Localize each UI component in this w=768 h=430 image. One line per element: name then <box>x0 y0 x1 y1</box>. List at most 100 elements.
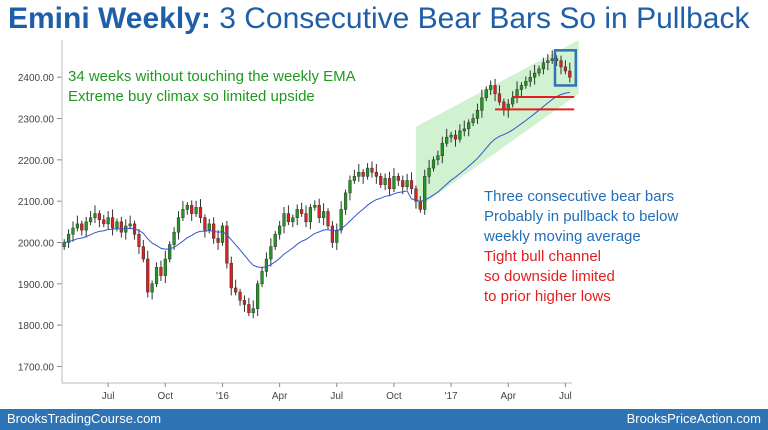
candle-body <box>379 176 383 185</box>
candle-body <box>528 76 532 82</box>
x-tick-label: Oct <box>386 391 402 402</box>
support-levels <box>495 96 575 111</box>
candle-body <box>93 213 97 218</box>
candle-body <box>427 167 431 177</box>
candle-body <box>110 217 115 229</box>
candle-body <box>273 233 277 247</box>
candle-body <box>537 68 541 74</box>
candle-body <box>462 128 466 132</box>
candle-body <box>317 205 321 218</box>
annotation-line: Tight bull channel <box>484 248 602 265</box>
highlight-box <box>553 49 578 87</box>
bull-channel <box>415 40 579 210</box>
annotation-line: Probably in pullback to below <box>484 208 679 225</box>
ema-line <box>64 91 570 269</box>
x-tick-label: Jul <box>559 391 572 402</box>
candle-body <box>352 176 356 181</box>
candle-body <box>321 211 326 218</box>
candle-body <box>150 283 154 293</box>
candle-body <box>106 217 110 225</box>
candle-body <box>568 70 572 78</box>
candle-body <box>335 229 339 243</box>
candle-body <box>295 209 299 218</box>
candle-body <box>414 188 418 202</box>
candle-body <box>405 180 409 187</box>
candle-body <box>387 178 392 190</box>
candle-body <box>480 97 484 111</box>
candle-body <box>339 209 343 231</box>
candle-body <box>75 223 80 229</box>
candle-body <box>313 205 317 208</box>
y-tick-label: 2100.00 <box>18 197 55 208</box>
candle-body <box>207 223 211 231</box>
annotation-line: 34 weeks without touching the weekly EMA <box>68 68 356 85</box>
candle-body <box>458 130 462 140</box>
annotation-blue: Three consecutive bear bars Probably in … <box>484 187 678 247</box>
candle-body <box>146 258 150 293</box>
candle-body <box>563 66 568 72</box>
candle-body <box>159 267 163 276</box>
candle-body <box>119 221 123 233</box>
title-prefix: Emini Weekly: <box>8 2 211 35</box>
candle-body <box>519 85 524 90</box>
candle-body <box>66 233 71 243</box>
x-tick-label: Jul <box>102 391 115 402</box>
candle-body <box>97 213 101 221</box>
candle-body <box>357 171 361 177</box>
candle-body <box>168 244 172 260</box>
candle-body <box>409 180 414 190</box>
candle-body <box>396 176 400 181</box>
candle-body <box>220 225 225 243</box>
candle-body <box>475 110 480 119</box>
candle-body <box>203 217 207 231</box>
candle-body <box>291 217 295 223</box>
candle-body <box>431 159 436 169</box>
candle-body <box>264 258 269 272</box>
candle-body <box>489 85 493 90</box>
candle-body <box>374 171 378 177</box>
y-tick-label: 2300.00 <box>18 115 55 126</box>
candle-body <box>497 93 502 103</box>
candle-body <box>154 267 159 285</box>
candle-body <box>115 221 119 229</box>
annotation-line: Three consecutive bear bars <box>484 188 675 205</box>
candle-body <box>102 219 106 225</box>
candle-body <box>304 213 308 223</box>
candle-body <box>185 205 189 210</box>
annotation-green: 34 weeks without touching the weekly EMA… <box>68 67 356 107</box>
candle-body <box>198 207 203 218</box>
candle-body <box>181 209 185 218</box>
candle-body <box>348 180 352 194</box>
candles <box>62 50 572 319</box>
y-tick-label: 2200.00 <box>18 156 55 167</box>
candle-body <box>194 207 198 214</box>
candle-body <box>546 60 550 63</box>
candle-body <box>137 233 141 247</box>
candle-body <box>326 211 330 227</box>
y-tick-label: 2000.00 <box>18 238 55 249</box>
candle-body <box>176 217 181 233</box>
candle-body <box>524 81 528 86</box>
candle-body <box>282 213 286 227</box>
candle-body <box>559 60 563 68</box>
x-tick-label: Jul <box>330 391 343 402</box>
candle-body <box>234 287 238 293</box>
candle-body <box>453 134 458 140</box>
x-tick-label: Apr <box>500 391 516 402</box>
candle-body <box>392 176 396 190</box>
candle-body <box>449 134 453 138</box>
y-tick-label: 1800.00 <box>18 321 55 332</box>
candle-body <box>80 223 84 231</box>
page-title: Emini Weekly: 3 Consecutive Bear Bars So… <box>8 2 749 36</box>
ema-line <box>64 91 570 269</box>
candle-body <box>511 97 515 105</box>
footer-left-text: BrooksTradingCourse.com <box>7 411 162 426</box>
candle-body <box>361 171 365 177</box>
candle-body <box>242 300 247 305</box>
candle-body <box>256 283 260 309</box>
candle-body <box>370 167 374 173</box>
candle-body <box>141 246 145 260</box>
candle-body <box>533 72 537 78</box>
title-text: 3 Consecutive Bear Bars So in Pullback <box>210 2 750 35</box>
annotation-line: to prior higher lows <box>484 288 611 305</box>
